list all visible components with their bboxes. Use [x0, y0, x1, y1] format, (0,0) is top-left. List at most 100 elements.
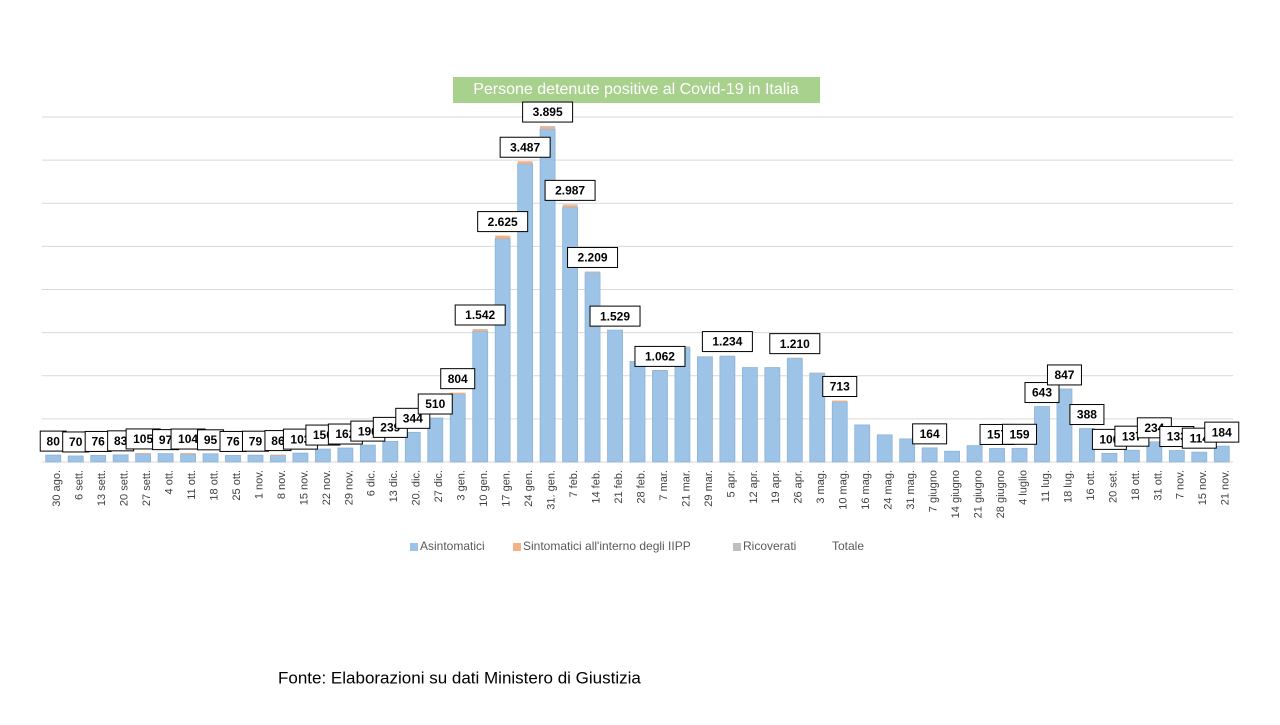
data-label: 510	[425, 397, 445, 411]
bar-segment	[518, 164, 533, 462]
bar-segment	[563, 204, 578, 205]
x-tick-label: 21 giugno	[972, 470, 984, 518]
data-label: 1.234	[712, 335, 742, 349]
data-label: 105	[133, 432, 153, 446]
bar-segment	[608, 330, 623, 462]
data-label: 2.987	[555, 184, 585, 198]
bar-segment	[563, 207, 578, 462]
data-label: 1.210	[780, 337, 810, 351]
x-tick-label: 29 mar.	[703, 470, 715, 507]
bar-segment	[181, 453, 196, 454]
x-tick-label: 15 nov.	[298, 470, 310, 505]
data-label: 95	[204, 433, 218, 447]
x-tick-label: 31 ott.	[1152, 470, 1164, 501]
x-tick-label: 18 ott.	[1130, 470, 1142, 501]
bar-segment	[1102, 453, 1117, 462]
data-label: 1.529	[600, 309, 630, 323]
x-tick-label: 24 gen.	[523, 470, 535, 507]
data-label: 86	[271, 434, 285, 448]
bar-segment	[136, 454, 151, 462]
data-label: 2.209	[578, 251, 608, 265]
bar-segment	[990, 448, 1005, 462]
data-label: 3.487	[510, 140, 540, 154]
x-tick-label: 28 feb.	[635, 470, 647, 504]
bar-segment	[765, 368, 780, 462]
legend-label: Asintomatici	[420, 539, 485, 553]
x-tick-label: 1 nov.	[253, 470, 265, 499]
bar-segment	[360, 445, 375, 462]
x-tick-label: 13 dic.	[388, 470, 400, 502]
bar-segment	[945, 451, 960, 462]
bar-segment	[652, 370, 667, 462]
legend-label: Totale	[832, 539, 864, 553]
x-tick-label: 29 nov.	[343, 470, 355, 505]
data-label: 847	[1054, 368, 1074, 382]
x-tick-label: 18 lug.	[1062, 470, 1074, 503]
x-tick-label: 15 nov.	[1197, 470, 1209, 505]
legend-label: Sintomatici all'interno degli IIPP	[523, 539, 691, 553]
x-tick-label: 7 feb.	[568, 470, 580, 498]
bar-segment	[832, 401, 847, 402]
bar-segment	[877, 435, 892, 462]
bar-segment	[1012, 448, 1027, 462]
source-note: Fonte: Elaborazioni su dati Ministero di…	[278, 668, 641, 687]
bar-segment	[226, 455, 241, 462]
data-label: 184	[1212, 425, 1232, 439]
data-label: 104	[178, 432, 198, 446]
bar-segment	[1169, 451, 1184, 462]
bar-segment	[383, 441, 398, 462]
bar-segment	[136, 453, 151, 454]
bar-segment	[203, 454, 218, 462]
bar-segment	[855, 425, 870, 462]
x-tick-label: 14 feb.	[590, 470, 602, 504]
bar-segment	[563, 205, 578, 207]
bar-segment	[1192, 452, 1207, 462]
data-label: 159	[1010, 427, 1030, 441]
x-tick-label: 20 set.	[1107, 470, 1119, 503]
x-tick-label: 31. gen.	[546, 470, 558, 510]
x-tick-label: 12 apr.	[748, 470, 760, 504]
bar-segment	[113, 455, 128, 462]
x-tick-label: 14 giugno	[950, 470, 962, 518]
bar-segment	[270, 455, 285, 456]
x-tick-label: 4 ott.	[164, 470, 176, 494]
x-tick-label: 31 mag.	[905, 470, 917, 510]
x-tick-label: 28 giugno	[995, 470, 1007, 518]
bar-segment	[473, 331, 488, 462]
x-tick-label: 24 mag.	[883, 470, 895, 510]
data-label: 83	[114, 434, 128, 448]
legend-swatch	[513, 543, 521, 551]
data-label: 97	[159, 433, 173, 447]
data-label: 80	[47, 434, 61, 448]
x-tick-label: 25 ott.	[231, 470, 243, 501]
bar-segment	[540, 129, 555, 462]
x-tick-label: 30 ago.	[51, 470, 63, 507]
x-tick-label: 16 ott.	[1085, 470, 1097, 501]
bar-segment	[495, 236, 510, 239]
x-tick-label: 21 feb.	[613, 470, 625, 504]
x-tick-label: 3 mag.	[815, 470, 827, 504]
x-tick-label: 27 sett.	[141, 470, 153, 506]
bar-segment	[720, 356, 735, 462]
bar-segment	[585, 271, 600, 272]
x-tick-label: 5 apr.	[725, 470, 737, 498]
x-tick-label: 18 ott.	[208, 470, 220, 501]
x-tick-label: 7 giugno	[928, 470, 940, 512]
bar-segment	[46, 455, 61, 462]
bar-segment	[585, 273, 600, 462]
x-tick-label: 10 mag.	[838, 470, 850, 510]
x-tick-label: 6 sett.	[74, 470, 86, 500]
bar-segment	[742, 368, 757, 462]
data-label: 2.625	[488, 215, 518, 229]
data-label: 76	[226, 435, 240, 449]
bar-segment	[248, 455, 263, 462]
bar-segment	[787, 358, 802, 359]
x-tick-label: 17 gen.	[501, 470, 513, 507]
bar-segment	[68, 456, 83, 462]
x-tick-label: 26 apr.	[793, 470, 805, 504]
bar-segment	[270, 455, 285, 462]
bar-segment	[630, 362, 645, 462]
data-label: 1.062	[645, 350, 675, 364]
x-tick-label: 7 mar.	[658, 470, 670, 501]
